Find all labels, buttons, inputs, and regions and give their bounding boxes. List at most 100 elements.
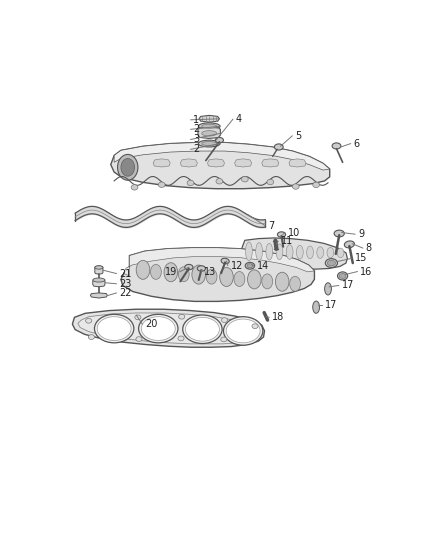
Polygon shape xyxy=(180,159,197,167)
Polygon shape xyxy=(241,238,347,269)
Text: 7: 7 xyxy=(268,221,274,231)
Ellipse shape xyxy=(136,337,142,342)
Ellipse shape xyxy=(202,131,217,136)
Text: 11: 11 xyxy=(281,236,293,246)
Ellipse shape xyxy=(222,318,227,322)
Polygon shape xyxy=(95,266,103,274)
Ellipse shape xyxy=(246,242,252,261)
Text: 14: 14 xyxy=(257,262,269,271)
Text: 17: 17 xyxy=(325,300,337,310)
Text: 10: 10 xyxy=(288,228,300,238)
Ellipse shape xyxy=(313,301,320,313)
Ellipse shape xyxy=(97,317,131,341)
Polygon shape xyxy=(208,159,224,167)
Text: 5: 5 xyxy=(295,131,301,141)
Ellipse shape xyxy=(185,264,193,270)
Ellipse shape xyxy=(266,244,273,260)
Ellipse shape xyxy=(334,230,344,237)
Ellipse shape xyxy=(197,266,205,271)
Polygon shape xyxy=(198,127,220,139)
Ellipse shape xyxy=(221,259,229,264)
Ellipse shape xyxy=(276,244,283,260)
Ellipse shape xyxy=(332,143,341,149)
Text: 3: 3 xyxy=(193,134,199,144)
Ellipse shape xyxy=(216,179,223,184)
Ellipse shape xyxy=(187,180,194,185)
Text: 20: 20 xyxy=(145,319,157,329)
Ellipse shape xyxy=(234,271,245,286)
Ellipse shape xyxy=(95,314,134,343)
Ellipse shape xyxy=(247,264,253,268)
Text: 8: 8 xyxy=(366,243,372,253)
Ellipse shape xyxy=(267,179,274,185)
Text: 6: 6 xyxy=(353,139,360,149)
Polygon shape xyxy=(124,248,314,276)
Ellipse shape xyxy=(290,276,300,291)
Polygon shape xyxy=(78,313,258,344)
Ellipse shape xyxy=(206,269,217,284)
Text: 18: 18 xyxy=(272,312,284,322)
Ellipse shape xyxy=(215,138,223,143)
Ellipse shape xyxy=(226,319,260,343)
Ellipse shape xyxy=(293,184,299,189)
Ellipse shape xyxy=(307,246,314,259)
Ellipse shape xyxy=(202,142,217,146)
Ellipse shape xyxy=(151,264,161,279)
Ellipse shape xyxy=(198,123,220,130)
Ellipse shape xyxy=(131,184,138,190)
Text: 15: 15 xyxy=(354,253,367,263)
Text: 13: 13 xyxy=(204,267,216,277)
Ellipse shape xyxy=(317,247,324,259)
Polygon shape xyxy=(93,279,105,287)
Ellipse shape xyxy=(178,336,184,341)
Text: 16: 16 xyxy=(360,266,372,277)
Text: 21: 21 xyxy=(119,269,132,279)
Ellipse shape xyxy=(286,245,293,260)
Polygon shape xyxy=(262,159,279,167)
Ellipse shape xyxy=(327,260,336,266)
Ellipse shape xyxy=(198,140,220,147)
Ellipse shape xyxy=(164,263,178,282)
Ellipse shape xyxy=(220,268,233,286)
Ellipse shape xyxy=(252,324,258,328)
Ellipse shape xyxy=(247,270,261,289)
Text: 1: 1 xyxy=(193,115,199,125)
Ellipse shape xyxy=(138,314,178,343)
Ellipse shape xyxy=(274,144,283,150)
Ellipse shape xyxy=(327,247,334,258)
Ellipse shape xyxy=(185,317,219,341)
Polygon shape xyxy=(72,309,265,347)
Ellipse shape xyxy=(183,315,222,343)
Ellipse shape xyxy=(245,262,254,269)
Ellipse shape xyxy=(344,241,354,248)
Ellipse shape xyxy=(158,182,165,188)
Ellipse shape xyxy=(297,245,303,259)
Ellipse shape xyxy=(95,266,103,269)
Ellipse shape xyxy=(141,317,175,341)
Ellipse shape xyxy=(202,124,217,128)
Ellipse shape xyxy=(339,273,346,278)
Polygon shape xyxy=(90,293,107,298)
Polygon shape xyxy=(114,142,330,170)
Ellipse shape xyxy=(338,272,348,280)
Polygon shape xyxy=(153,159,170,167)
Ellipse shape xyxy=(256,243,262,260)
Polygon shape xyxy=(199,115,219,122)
Ellipse shape xyxy=(121,158,134,176)
Polygon shape xyxy=(235,159,251,167)
Ellipse shape xyxy=(179,314,185,319)
Ellipse shape xyxy=(337,248,344,257)
Ellipse shape xyxy=(221,337,227,342)
Ellipse shape xyxy=(325,282,332,295)
Ellipse shape xyxy=(241,176,248,182)
Ellipse shape xyxy=(178,267,189,282)
Ellipse shape xyxy=(262,274,273,289)
Ellipse shape xyxy=(276,272,289,291)
Text: 17: 17 xyxy=(342,280,354,290)
Text: 9: 9 xyxy=(358,229,364,239)
Text: 4: 4 xyxy=(236,114,242,124)
Polygon shape xyxy=(111,142,330,189)
Ellipse shape xyxy=(136,260,150,279)
Ellipse shape xyxy=(135,315,141,320)
Ellipse shape xyxy=(277,232,286,237)
